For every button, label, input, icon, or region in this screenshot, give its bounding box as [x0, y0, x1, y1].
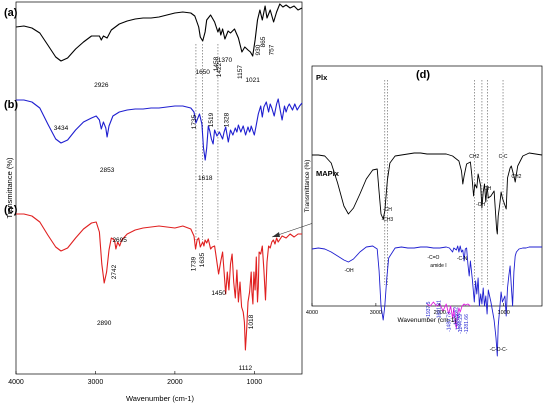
- peak-annotation: 1458: [213, 56, 220, 71]
- x-tick-label: 3000: [88, 379, 104, 386]
- peak-annotation: 1018: [248, 314, 255, 329]
- peak-annotation: 1021: [245, 77, 260, 84]
- peak-annotation: -CH: [383, 207, 392, 213]
- peak-annotation: CH2: [469, 154, 479, 160]
- x-tick-label: 2000: [167, 379, 183, 386]
- series-line-2: [16, 213, 302, 351]
- x-tick-label: 2000: [434, 310, 446, 316]
- x-tick-label: 4000: [8, 379, 24, 386]
- peak-annotation: 1157: [237, 65, 244, 79]
- peak-annotation: 1618: [198, 175, 213, 182]
- series-line-0: [15, 3, 303, 62]
- series-label-plx: Plx: [316, 73, 328, 82]
- peak-annotation: -1281.66: [464, 314, 470, 334]
- x-tick-label: 1000: [247, 379, 263, 386]
- peak-annotation: 1519: [208, 112, 215, 127]
- peak-annotation: -1480.73: [447, 312, 453, 332]
- peak-annotation: amide I: [430, 263, 446, 269]
- right-ftir-panel: 4000 3000 2000 1000 -CH -CH3 CH2 CH2 C-C -OH CH -O…: [304, 65, 543, 357]
- panel-label-d: (d): [416, 69, 430, 81]
- x-tick-label: 3000: [370, 310, 382, 316]
- peak-annotation: -OH: [476, 202, 486, 208]
- peak-annotation: 757: [269, 44, 276, 55]
- left-x-ticks: 4000 3000 2000 1000: [8, 371, 262, 386]
- peak-annotation: 1422: [216, 62, 223, 77]
- peak-annotation: C-C: [499, 154, 508, 160]
- peak-annotation: -1263.02: [456, 312, 462, 332]
- peak-annotation: 2926: [94, 82, 109, 89]
- right-plot-frame: [311, 65, 543, 307]
- peak-annotation: 1650: [195, 69, 210, 76]
- peak-annotation: -C-N: [457, 256, 468, 262]
- right-spectra: [311, 152, 543, 357]
- peak-annotation: -CH3: [382, 217, 394, 223]
- series-line-2: [426, 301, 471, 329]
- left-guide-lines: [195, 44, 219, 240]
- peak-annotation: CH2: [511, 174, 521, 180]
- arrow-head: [272, 232, 280, 237]
- peak-annotation: 2890: [97, 320, 112, 327]
- right-peak-annotations: -CH -CH3 CH2 CH2 C-C -OH CH -OH -C=O amide I -C-N -…: [344, 154, 521, 353]
- peak-annotation: 1735: [191, 114, 198, 129]
- left-y-axis-title: Transmittance (%): [5, 157, 14, 218]
- peak-annotation: 1739: [191, 256, 198, 271]
- peak-annotation: 1450: [211, 290, 226, 297]
- peak-annotation: 3434: [54, 125, 69, 132]
- series-line-0: [312, 152, 543, 235]
- left-x-axis-title: Wavenumber (cm-1): [126, 394, 195, 403]
- peak-annotation: -1661.31: [436, 300, 442, 320]
- x-tick-label: 4000: [306, 310, 318, 316]
- left-spectra: [15, 3, 303, 351]
- series-label-maplx: MAPlx: [316, 169, 340, 178]
- panel-label-b: (b): [4, 99, 18, 111]
- right-x-ticks: 4000 3000 2000 1000: [306, 303, 510, 316]
- peak-annotation: -OH: [344, 268, 354, 274]
- right-y-axis-title: Transmittance (%): [304, 160, 311, 213]
- series-line-1: [311, 245, 542, 357]
- left-plot-frame: [15, 1, 303, 375]
- peak-annotation: 930: [255, 44, 262, 55]
- right-x-axis-title: Wavenumber (cm-1): [398, 317, 457, 324]
- x-tick-label: 1000: [498, 310, 510, 316]
- peak-annotation: 1375.62: [454, 307, 460, 325]
- peak-annotation: CH: [484, 186, 492, 192]
- peak-annotation: -C-O-C-: [490, 347, 508, 353]
- peak-annotation: 2742: [111, 264, 118, 279]
- peak-annotation: 1112: [239, 365, 253, 372]
- series-line-1: [16, 98, 303, 161]
- peak-annotation: 1635: [199, 252, 206, 267]
- panel-label-a: (a): [4, 7, 18, 19]
- panel-label-c: (c): [4, 204, 18, 216]
- peak-annotation: 865: [260, 36, 267, 47]
- peak-annotation: 2853: [100, 167, 115, 174]
- peak-annotation: 2695: [112, 237, 127, 244]
- peak-annotation: -C=O: [427, 255, 439, 261]
- peak-annotation: 1370: [218, 57, 233, 64]
- peak-annotation: -1244.29: [458, 314, 464, 334]
- peak-annotation: 1328: [223, 112, 230, 127]
- peak-annotation: -1937.5: [426, 301, 432, 318]
